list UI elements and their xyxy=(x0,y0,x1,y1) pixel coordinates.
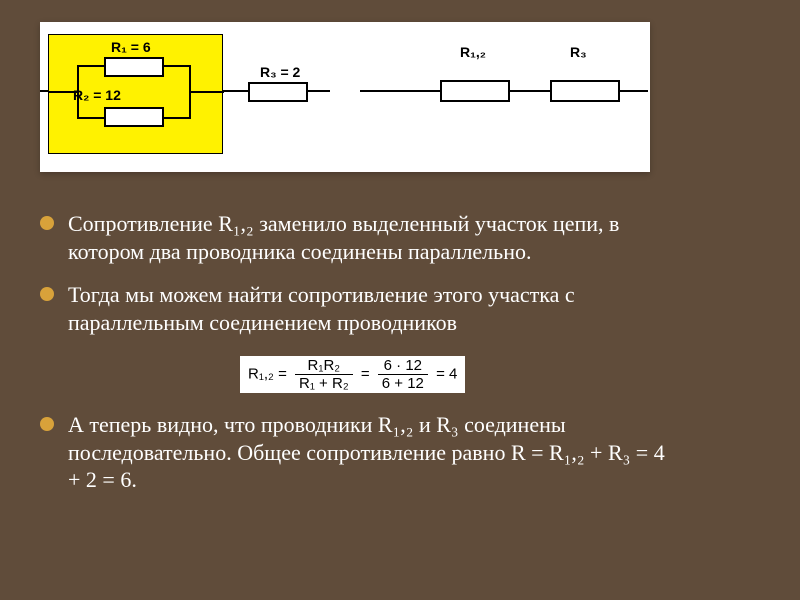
bullet-item: Тогда мы можем найти сопротивление этого… xyxy=(40,281,680,336)
resistor-r1 xyxy=(104,57,164,77)
label-r2: R₂ = 12 xyxy=(73,87,121,103)
resistor-r12 xyxy=(440,80,510,102)
bullet-icon xyxy=(40,216,54,230)
bullet-icon xyxy=(40,417,54,431)
resistor-r3-left xyxy=(248,82,308,102)
figure-panel: R₁ = 6 R₂ = 12 R₃ = 2 R₁,₂ R₃ xyxy=(40,22,650,172)
bullet-text: А теперь видно, что проводники R₁,₂ и R₃… xyxy=(68,411,680,494)
resistor-r2 xyxy=(104,107,164,127)
bullet-text: Сопротивление R₁,₂ заменило выделенный у… xyxy=(68,210,680,265)
bullet-item: Сопротивление R₁,₂ заменило выделенный у… xyxy=(40,210,680,265)
formula: R₁,₂ = R₁R₂ R₁ + R₂ = 6 · 12 6 + 12 = 4 xyxy=(240,356,465,393)
content-area: Сопротивление R₁,₂ заменило выделенный у… xyxy=(40,210,680,510)
bullet-text: Тогда мы можем найти сопротивление этого… xyxy=(68,281,680,336)
label-r1: R₁ = 6 xyxy=(111,39,151,55)
bullet-item: А теперь видно, что проводники R₁,₂ и R₃… xyxy=(40,411,680,494)
formula-frac-numeric: 6 · 12 6 + 12 xyxy=(378,358,428,391)
formula-result: 4 xyxy=(449,365,457,382)
label-r3-left: R₃ = 2 xyxy=(260,64,300,80)
right-circuit: R₁,₂ R₃ xyxy=(340,22,650,172)
label-r12: R₁,₂ xyxy=(460,44,486,60)
label-r3-right: R₃ xyxy=(570,44,587,60)
bullet-icon xyxy=(40,287,54,301)
resistor-r3-right xyxy=(550,80,620,102)
formula-lhs: R₁,₂ xyxy=(248,365,274,382)
formula-frac-symbolic: R₁R₂ R₁ + R₂ xyxy=(295,358,353,391)
left-circuit-highlight: R₁ = 6 R₂ = 12 xyxy=(48,34,223,154)
